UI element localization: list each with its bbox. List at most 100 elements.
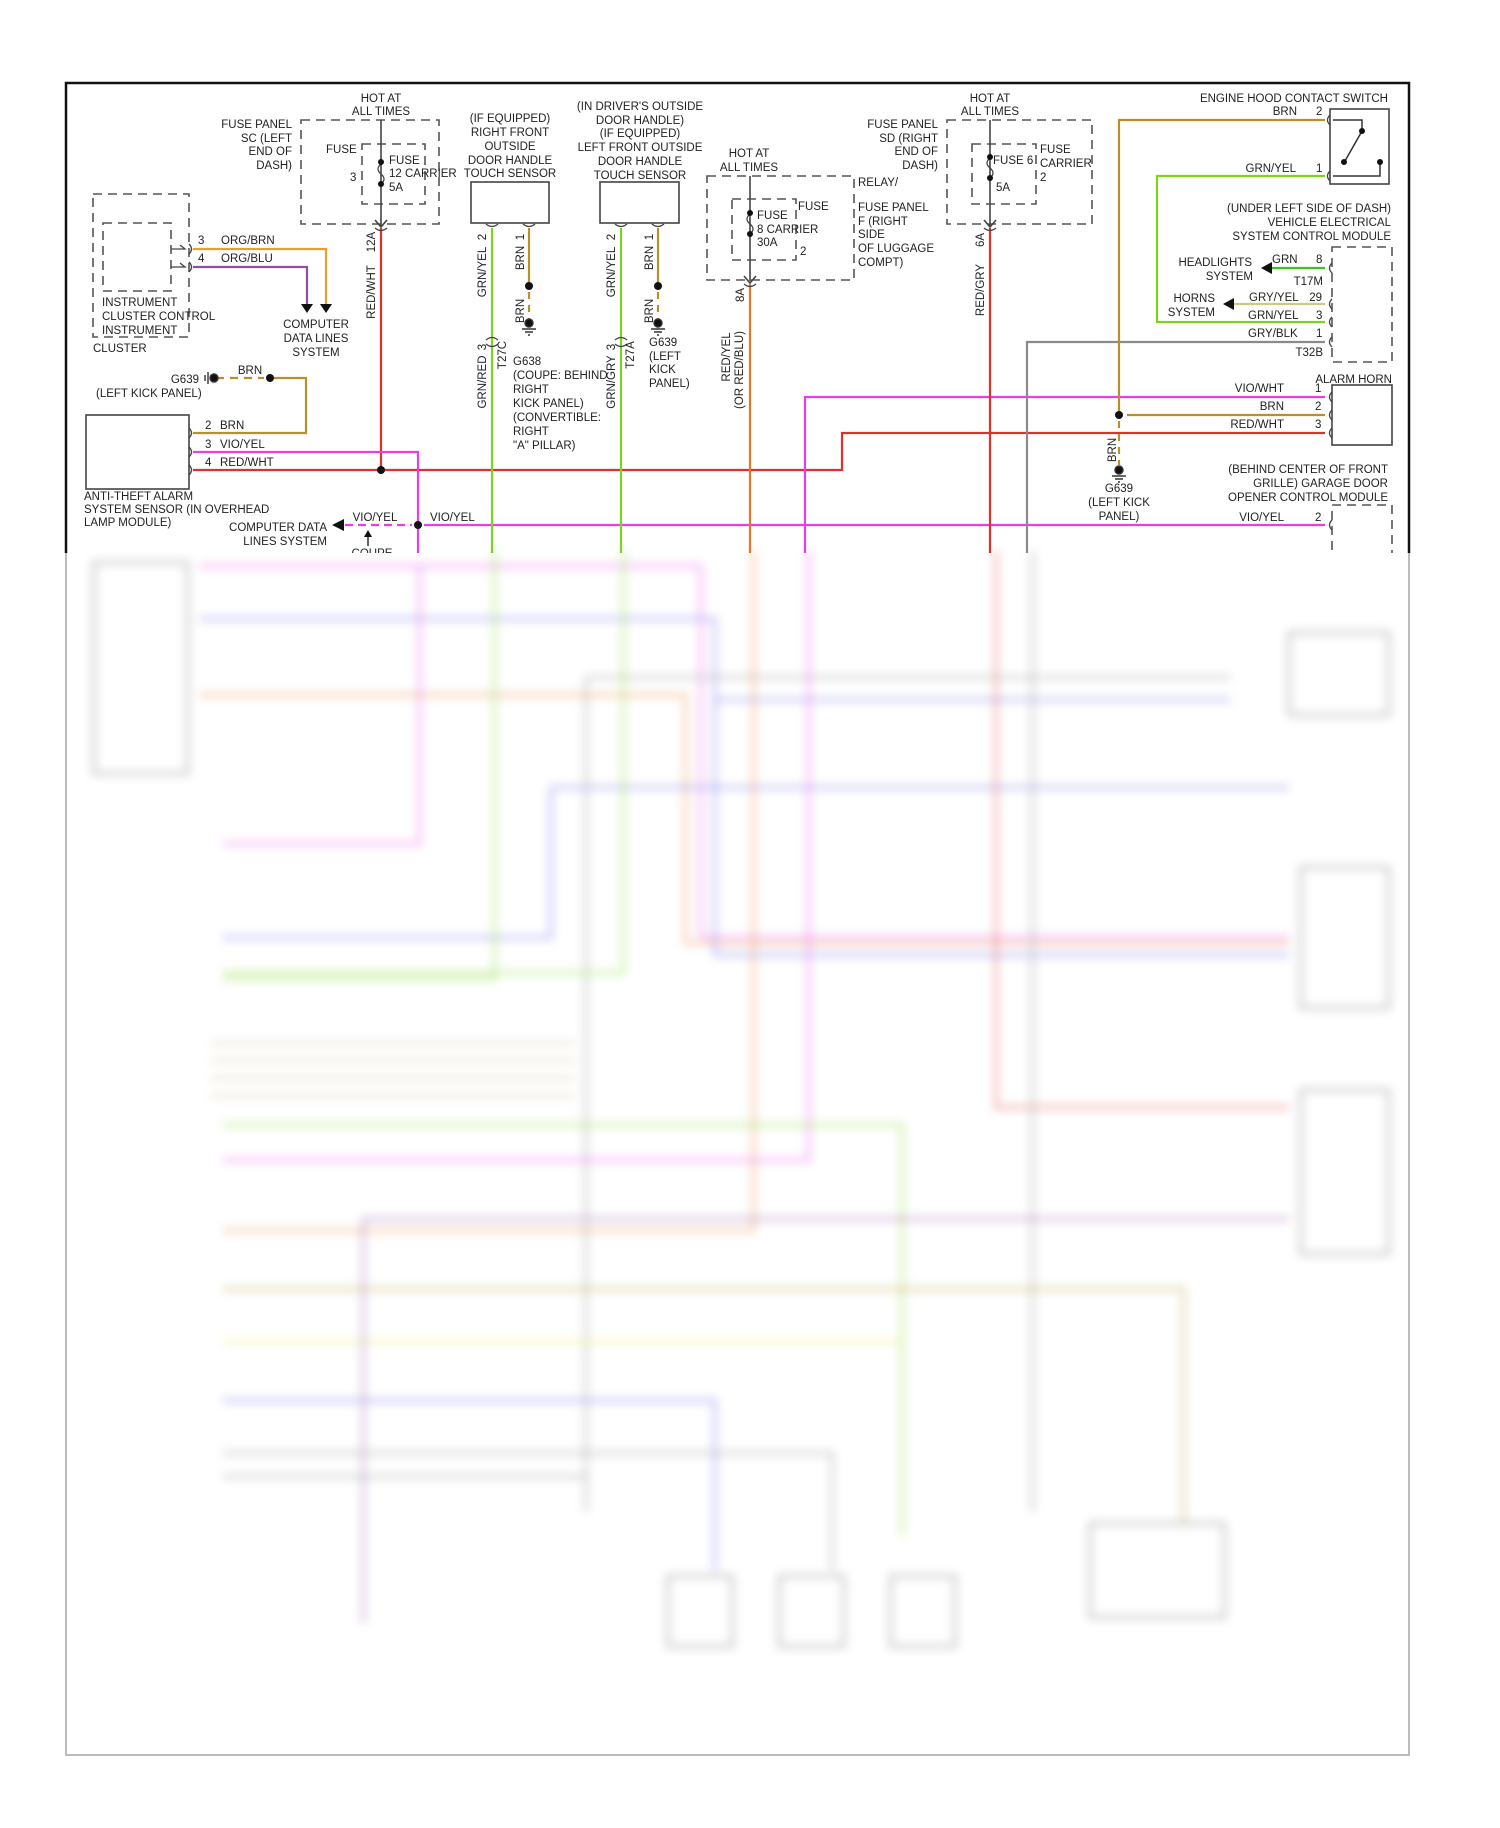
fuse-panel-sd-fuse-label: FUSE 6 bbox=[993, 155, 1033, 167]
fuse-panel-sd-location-label: FUSE PANEL bbox=[867, 119, 938, 131]
rf-touch-conn-wire-label: GRN/RED bbox=[477, 355, 489, 408]
anti-theft-name-label: LAMP MODULE) bbox=[84, 517, 172, 529]
fuse-panel-sd-hot-label: HOT AT bbox=[970, 93, 1010, 105]
instrument-cluster-pins-1-num-label: 4 bbox=[198, 253, 205, 265]
rf-touch-name-label: RIGHT FRONT bbox=[471, 127, 549, 139]
rf-touch-conn-pin-label: 3 bbox=[477, 344, 489, 350]
anti-theft-pins-1-wire-label: VIO/YEL bbox=[220, 439, 265, 451]
wire-vio-yel bbox=[193, 450, 1325, 553]
computer-data-lines-2-name-label: COMPUTER DATA bbox=[229, 522, 327, 534]
rf-touch-name-label: TOUCH SENSOR bbox=[464, 168, 556, 180]
instrument-cluster-name-label: INSTRUMENT bbox=[102, 297, 177, 309]
rf-touch-name-label: OUTSIDE bbox=[484, 141, 535, 153]
relay-panel-f-carrier-label: 8 CARRIER bbox=[757, 224, 818, 236]
computer-data-lines-2-name-label: LINES SYSTEM bbox=[243, 536, 327, 548]
lf-touch-sensor bbox=[599, 181, 680, 224]
rf-touch-name-label: DOOR HANDLE bbox=[468, 155, 553, 167]
computer-data-lines-2-note-label: COUPE bbox=[352, 548, 393, 560]
vescm-pins-3-num-label: 1 bbox=[1316, 328, 1322, 340]
lf-touch-conn-pin-label: 3 bbox=[606, 344, 618, 350]
relay-panel-f-carrier-label: FUSE bbox=[757, 210, 788, 222]
vescm-horns-label: SYSTEM bbox=[1168, 307, 1215, 319]
relay-panel-f-location-label: COMPT) bbox=[858, 257, 904, 269]
hood-switch-pins-1-num-label: 1 bbox=[1316, 163, 1322, 175]
instrument-cluster-pins-0-num-label: 3 bbox=[198, 235, 204, 247]
ground-icons bbox=[204, 318, 1126, 483]
relay-panel-f-carrier-label: 30A bbox=[757, 237, 778, 249]
computer-data-lines-1-label: COMPUTER bbox=[283, 319, 349, 331]
rf-touch-ground-label: "A" PILLAR) bbox=[513, 440, 576, 452]
vescm-conn1-label: T17M bbox=[1294, 276, 1323, 288]
vehicle-electrical-system-control-module bbox=[1331, 246, 1393, 363]
switch-contact-icon bbox=[1333, 119, 1381, 177]
wire-vio-wht bbox=[803, 395, 1325, 553]
lf-touch-name-label: (IN DRIVER'S OUTSIDE bbox=[577, 101, 703, 113]
vescm-name-label: (UNDER LEFT SIDE OF DASH) bbox=[1227, 203, 1391, 215]
fuse-panel-sc-location-label: DASH) bbox=[256, 160, 292, 172]
anti-theft-pins-0-num-label: 2 bbox=[205, 420, 211, 432]
instrument-cluster-name-label: INSTRUMENT bbox=[102, 325, 177, 337]
rf-touch-sensor bbox=[470, 181, 550, 224]
rf-touch-pin2-wire-label: GRN/YEL bbox=[477, 246, 489, 297]
hood-switch-pins-0-wire-label: BRN bbox=[1273, 106, 1297, 118]
lf-touch-name-label: TOUCH SENSOR bbox=[594, 170, 686, 182]
vescm-conn2-label: T32B bbox=[1296, 347, 1324, 359]
rf-touch-pin1-label: 1 bbox=[515, 234, 527, 240]
alarm-horn bbox=[1331, 384, 1393, 446]
alarm-horn-pins-2-wire-label: RED/WHT bbox=[1230, 419, 1284, 431]
wire-gry-blk bbox=[1025, 340, 1325, 553]
instrument-cluster-control bbox=[102, 222, 172, 292]
connector-pins bbox=[171, 114, 1333, 531]
alarm-horn-pins-2-num-label: 3 bbox=[1315, 419, 1321, 431]
wire-brn-hood bbox=[1117, 118, 1325, 417]
garage-wire-label: VIO/YEL bbox=[1239, 512, 1284, 524]
rf-touch-pin2-label: 2 bbox=[477, 234, 489, 240]
alarm-horn-pins-0-num-label: 1 bbox=[1315, 383, 1321, 395]
instrument-cluster-outer-label: CLUSTER bbox=[93, 343, 147, 355]
vescm-pins-0-wire-label: GRN bbox=[1272, 254, 1298, 266]
fuse-panel-sd-out-pin-label: 6A bbox=[975, 233, 987, 247]
ground-g639-right-location-label: PANEL) bbox=[1099, 511, 1140, 523]
wire-red-wht bbox=[193, 228, 1325, 472]
anti-theft-pins-2-wire-label: RED/WHT bbox=[220, 457, 274, 469]
alarm-horn-pins-1-wire-label: BRN bbox=[1260, 401, 1284, 413]
vescm-pins-3-wire-label: GRY/BLK bbox=[1248, 328, 1298, 340]
fuse-panel-sc-pin-label: 3 bbox=[350, 172, 356, 184]
engine-hood-contact-switch bbox=[1329, 108, 1390, 185]
alarm-horn-pins-0-wire-label: VIO/WHT bbox=[1235, 383, 1284, 395]
fuse-panel-sd bbox=[946, 119, 1093, 225]
wire-org-brn bbox=[193, 247, 328, 304]
ground-g639-left-location-label: (LEFT KICK PANEL) bbox=[96, 388, 202, 400]
ground-g639-left-id-label: G639 bbox=[171, 374, 199, 386]
vescm-name-label: VEHICLE ELECTRICAL bbox=[1268, 217, 1392, 229]
hot-label: HOT AT bbox=[361, 93, 401, 105]
anti-theft-name-label: ANTI-THEFT ALARM bbox=[84, 491, 193, 503]
lf-touch-name-label: DOOR HANDLE) bbox=[596, 115, 684, 127]
relay-panel-f-hot-label: HOT AT bbox=[729, 148, 769, 160]
fuse-panel-sd-hot-label: ALL TIMES bbox=[961, 106, 1019, 118]
relay-panel-f-out-pin-label: 8A bbox=[735, 288, 747, 302]
fuse-panel-sd-pin-label: 2 bbox=[1040, 172, 1046, 184]
relay-panel-f-fuse-label-label: FUSE bbox=[798, 201, 829, 213]
fuse-panel-sc-location-label: END OF bbox=[249, 146, 292, 158]
computer-data-lines-1-label: SYSTEM bbox=[292, 347, 339, 359]
instrument-cluster-pins-0-wire-label: ORG/BRN bbox=[221, 235, 275, 247]
wire-grn-yel-hood bbox=[1155, 174, 1325, 324]
relay-panel-f-location-label: OF LUGGAGE bbox=[858, 243, 934, 255]
alarm-horn-name-label: ALARM HORN bbox=[1315, 374, 1392, 386]
rf-touch-ground-label: RIGHT bbox=[513, 426, 549, 438]
anti-theft-pins-0-wire-label: BRN bbox=[220, 420, 244, 432]
computer-data-lines-2-wire-left-label: VIO/YEL bbox=[353, 512, 398, 524]
diagram-border bbox=[64, 81, 1411, 553]
wire-grn-touch bbox=[490, 228, 623, 553]
anti-theft-alarm-sensor bbox=[85, 414, 190, 490]
lf-touch-ground-label: PANEL) bbox=[649, 378, 690, 390]
hood-switch-pins-0-num-label: 2 bbox=[1316, 106, 1322, 118]
lf-touch-pin2-wire-label: GRN/YEL bbox=[606, 246, 618, 297]
fuse-panel-sc-carrier-label: 12 CARRIER bbox=[389, 168, 457, 180]
fuse-panel-sc-carrier-label: FUSE bbox=[389, 155, 420, 167]
instrument-cluster-pins-1-wire-label: ORG/BLU bbox=[221, 253, 273, 265]
wire-brn-anti-theft bbox=[193, 376, 308, 435]
rf-touch-conn-label: T27C bbox=[497, 341, 509, 369]
